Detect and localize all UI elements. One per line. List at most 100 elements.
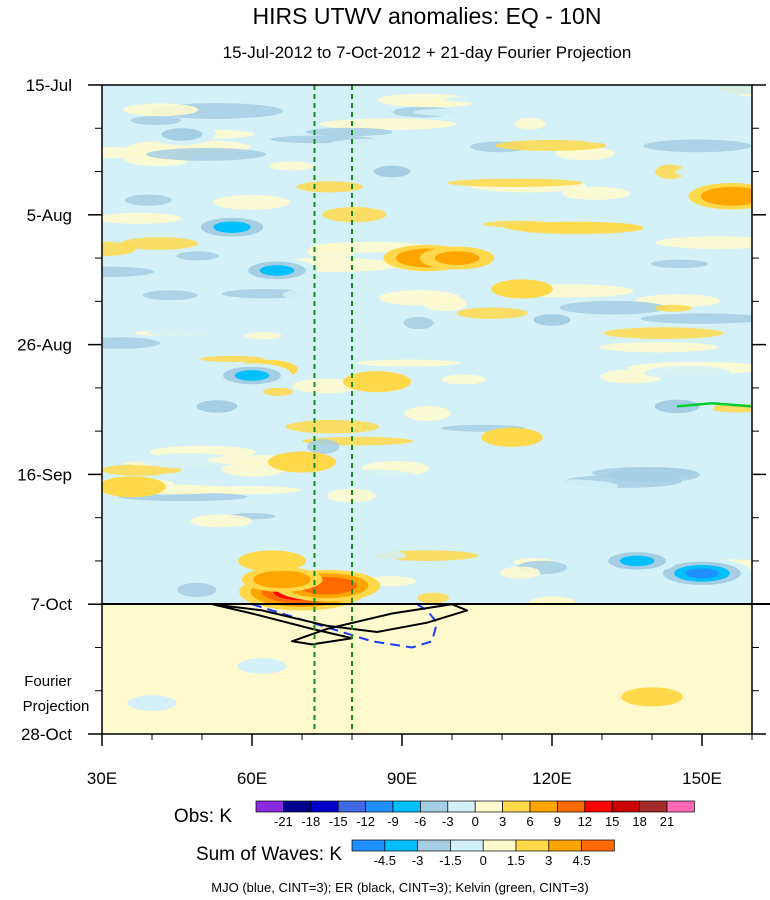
anomaly-stripe	[644, 365, 732, 380]
colorbar-box	[420, 800, 449, 813]
anomaly-stripe	[650, 259, 709, 269]
colorbar-tick-label: 9	[554, 814, 561, 829]
anomaly-cell	[127, 695, 177, 711]
obs-colorbar-title: Obs: K	[174, 806, 232, 827]
anomaly-cell	[373, 165, 411, 178]
anomaly-stripe	[146, 148, 267, 161]
colorbar-tick-label: -21	[274, 814, 293, 829]
y-tick-label: 7-Oct	[30, 595, 72, 614]
colorbar-tick-label: -12	[356, 814, 375, 829]
colorbar-box	[474, 800, 503, 813]
projection-background	[102, 604, 752, 734]
anomaly-stripe	[654, 304, 692, 312]
colorbar-box	[351, 839, 386, 852]
colorbar-tick-label: -4.5	[374, 853, 396, 868]
anomaly-stripe	[446, 178, 583, 187]
anomaly-stripe	[513, 363, 570, 372]
anomaly-stripe	[655, 164, 686, 179]
anomaly-stripe	[306, 439, 340, 454]
colorbar-box	[392, 800, 421, 813]
anomaly-stripe	[147, 326, 250, 339]
anomaly-cell	[533, 314, 571, 326]
colorbar-box	[310, 800, 339, 813]
anomaly-cell	[685, 568, 719, 579]
anomaly-cell	[619, 555, 655, 567]
obs-colorbar: -21 -18 -15 -12 -9 -6 -3 0 3 6 9 12 15 18 21	[255, 800, 695, 829]
colorbar-box	[365, 800, 394, 813]
plot-frame	[101, 84, 753, 735]
colorbar-box	[502, 800, 531, 813]
waves-colorbar-title: Sum of Waves: K	[196, 844, 342, 865]
anomaly-cell	[493, 431, 531, 444]
anomaly-stripe	[141, 453, 237, 469]
plot-area	[102, 85, 752, 734]
anomaly-cell	[213, 221, 251, 233]
y-tick-label: 28-Oct	[21, 725, 72, 744]
anomaly-stripe	[244, 332, 282, 340]
anomaly-cell	[574, 125, 630, 144]
anomaly-stripe	[444, 95, 542, 104]
anomaly-stripe	[683, 248, 752, 260]
x-tick-label: 90E	[387, 769, 417, 788]
colorbar-box	[450, 839, 484, 852]
colorbar-tick-label: -15	[329, 814, 348, 829]
colorbar-box	[639, 800, 668, 813]
colorbar-box	[529, 800, 558, 813]
anomaly-stripe	[102, 266, 154, 278]
anomaly-stripe	[122, 103, 199, 117]
anomaly-stripe	[102, 356, 177, 372]
anomaly-stripe	[599, 342, 718, 353]
anomaly-stripe	[412, 108, 494, 117]
anomaly-stripe	[643, 139, 752, 153]
anomaly-stripe	[221, 461, 286, 477]
anomaly-stripe	[377, 93, 470, 107]
anomaly-stripe	[420, 193, 462, 209]
colorbar-box	[548, 839, 582, 852]
anomaly-cell	[356, 375, 398, 388]
colorbar-tick-label: 21	[660, 814, 674, 829]
colorbar-tick-label: 0	[480, 853, 487, 868]
colorbar-tick-label: 3	[499, 814, 506, 829]
anomaly-stripe	[282, 287, 385, 303]
colorbar-box	[384, 839, 418, 852]
wave-contours	[211, 402, 752, 649]
anomaly-stripe	[441, 374, 486, 385]
colorbar-box	[482, 839, 517, 852]
anomaly-stripe	[176, 251, 219, 261]
legend-note: MJO (blue, CINT=3); ER (black, CINT=3); …	[211, 880, 588, 895]
anomaly-stripe	[663, 495, 752, 504]
anomaly-stripe	[503, 221, 643, 233]
y-tick-label: 16-Sep	[17, 465, 72, 484]
anomaly-stripe	[456, 307, 528, 319]
anomaly-stripe	[507, 479, 619, 493]
x-tick-label: 30E	[87, 769, 117, 788]
colorbar-box	[337, 800, 366, 813]
y-axis: 15-Jul 5-Aug 26-Aug 16-Sep 7-Oct 28-Oct	[17, 76, 766, 744]
anomaly-stripe	[533, 88, 591, 96]
colorbar-box	[283, 800, 312, 813]
anomaly-stripe	[102, 212, 182, 224]
colorbar-tick-label: -1.5	[439, 853, 461, 868]
colorbar-box	[515, 839, 550, 852]
anomaly-cell	[111, 480, 153, 494]
anomaly-stripe	[102, 337, 161, 349]
anomaly-stripe	[124, 89, 242, 97]
anomaly-stripe	[120, 237, 199, 250]
anomaly-stripe	[130, 115, 182, 126]
anomaly-cell	[654, 399, 700, 414]
colorbar-tick-label: -18	[301, 814, 320, 829]
anomaly-cell	[259, 265, 295, 276]
x-axis: 30E 60E 90E 120E 150E	[87, 734, 753, 788]
anomaly-stripe	[562, 186, 631, 200]
colorbar-box	[581, 839, 615, 852]
waves-colorbar: -4.5 -3 -1.5 0 1.5 3 4.5	[351, 839, 615, 868]
anomaly-cell	[281, 455, 323, 469]
anomaly-stripe	[657, 454, 694, 465]
anomaly-stripe	[347, 402, 406, 414]
colorbar-box	[584, 800, 613, 813]
anomaly-stripe	[142, 290, 198, 301]
anomaly-stripe	[640, 313, 752, 324]
anomaly-stripe	[723, 215, 752, 230]
anomaly-stripe	[124, 194, 172, 206]
anomaly-stripe	[495, 139, 607, 151]
